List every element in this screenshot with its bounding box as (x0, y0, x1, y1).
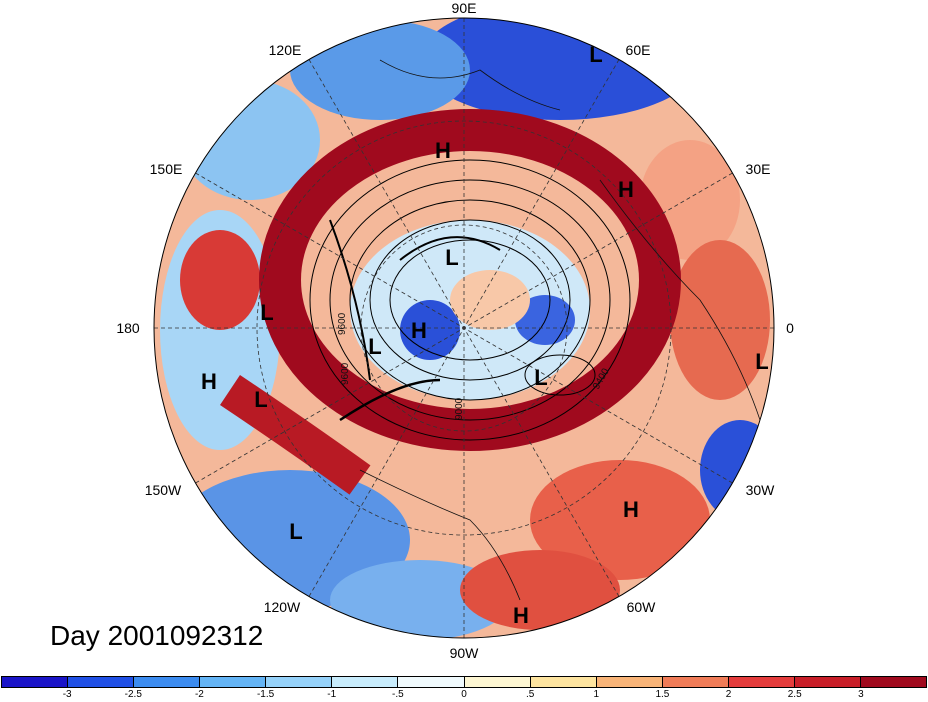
lon-label-90e: 90E (452, 0, 477, 16)
lon-label-60e: 60E (626, 42, 651, 58)
colorbar-swatch (530, 677, 597, 687)
lon-label-120e: 120E (269, 42, 302, 58)
lon-label-150w: 150W (145, 482, 182, 498)
graticule (154, 18, 774, 638)
low-center-marker: L (289, 519, 302, 544)
date-label: Day 2001092312 (50, 620, 264, 651)
longitude-labels: 90E 60E 30E 0 30W 60W 90W 120W 150W 180 … (116, 0, 794, 661)
contour-label: 9600 (340, 362, 351, 385)
low-center-marker: L (534, 365, 547, 390)
colorbar-swatch (398, 677, 465, 687)
colorbar-swatch (68, 677, 135, 687)
low-center-marker: L (254, 387, 267, 412)
colorbar-swatch (332, 677, 399, 687)
colorbar-tick-labels: -3 -2.5 -2 -1.5 -1 -.5 0 .5 1 1.5 2 2.5 3 (1, 689, 927, 701)
high-center-marker: H (513, 603, 529, 628)
colorbar-tick-label: -1 (327, 689, 337, 700)
lon-label-0: 0 (786, 320, 794, 336)
colorbar-tick-label: 1.5 (655, 689, 670, 700)
colorbar-tick-label: -1.5 (256, 689, 275, 700)
colorbar-tick-label: 3 (858, 689, 864, 700)
lon-label-90w: 90W (450, 645, 480, 661)
lon-label-30e: 30E (746, 161, 771, 177)
colorbar-swatch (794, 677, 862, 687)
colorbar-tick-label: 1 (593, 689, 600, 700)
low-center-marker: L (368, 334, 381, 359)
colorbar-swatch (2, 677, 69, 687)
coastlines (359, 59, 761, 601)
colorbar-swatch (728, 677, 795, 687)
contour-label: 9000 (454, 397, 465, 420)
colorbar-tick-label: 2 (725, 689, 732, 700)
colorbar-tick-label: -3 (62, 689, 72, 700)
high-center-marker: H (411, 318, 427, 343)
colorbar-tick-label: .5 (525, 689, 535, 700)
colorbar-swatch (200, 677, 267, 687)
colorbar (1, 676, 927, 688)
high-center-marker: H (623, 497, 639, 522)
height-contours (309, 159, 631, 441)
colorbar-tick-label: -2.5 (124, 689, 142, 700)
colorbar-swatch (861, 677, 927, 687)
lon-label-150e: 150E (150, 161, 183, 177)
lon-label-60w: 60W (627, 599, 657, 615)
colorbar-tick-label: 0 (461, 689, 467, 700)
low-center-marker: L (260, 300, 273, 325)
high-center-marker: H (201, 369, 217, 394)
colorbar-swatch (464, 677, 531, 687)
colorbar-tick-label: -2 (194, 689, 204, 700)
colorbar-swatch (266, 677, 333, 687)
colorbar-tick-label: -.5 (392, 689, 404, 700)
lon-label-180: 180 (116, 320, 140, 336)
high-center-marker: H (618, 177, 634, 202)
low-center-marker: L (755, 349, 768, 374)
pressure-centers: L H H L L H L H L L H L L H (201, 42, 769, 628)
colorbar-tick-label: 2.5 (787, 689, 802, 700)
high-center-marker: H (435, 138, 451, 163)
map-boundary (153, 17, 775, 639)
polar-map: 90E 60E 30E 0 30W 60W 90W 120W 150W 180 … (116, 0, 794, 661)
lon-label-120w: 120W (264, 599, 301, 615)
low-center-marker: L (445, 245, 458, 270)
low-center-marker: L (589, 42, 602, 67)
colorbar-swatch (662, 677, 729, 687)
colorbar-swatch (134, 677, 201, 687)
lon-label-30w: 30W (746, 482, 776, 498)
contour-label: 9600 (337, 312, 348, 335)
colorbar-swatch (596, 677, 663, 687)
